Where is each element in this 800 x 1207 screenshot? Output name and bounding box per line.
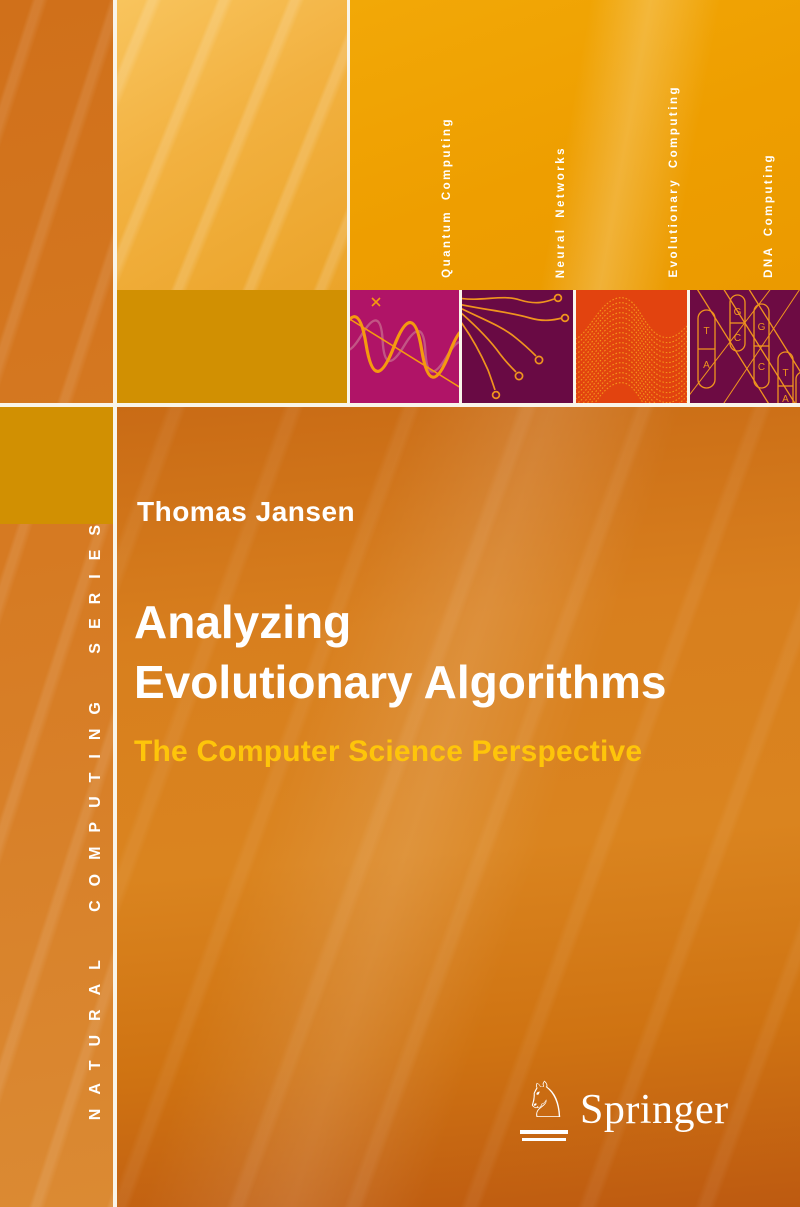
category-label-neural-networks: Neural Networks <box>555 145 567 278</box>
book-title-line2: Evolutionary Algorithms <box>134 656 667 708</box>
book-title: Analyzing Evolutionary Algorithms <box>134 592 666 712</box>
neural-tile-bg <box>462 290 573 403</box>
spine-column-panel <box>0 0 113 1207</box>
dna-letter: G <box>758 322 766 333</box>
dna-letter: T <box>782 368 788 379</box>
mustard-square <box>0 407 113 524</box>
book-title-line1: Analyzing <box>134 596 352 648</box>
springer-logo: ♘ Springer <box>516 1072 746 1152</box>
dna-letter: G <box>734 307 742 318</box>
dna-letter: C <box>758 362 765 373</box>
vertical-divider-mid <box>347 0 350 403</box>
dna-letter: A <box>703 360 710 371</box>
category-label-quantum-computing: Quantum Computing <box>441 117 453 278</box>
mustard-band <box>117 290 347 403</box>
vertical-divider-left <box>113 0 117 1207</box>
evolutionary-mesh-tile <box>576 290 687 403</box>
dna-letter: C <box>734 333 741 344</box>
neural-network-tile <box>462 290 573 403</box>
amber-top-panel <box>350 0 800 290</box>
main-orange-panel <box>117 407 800 1207</box>
series-spine-label: NATURAL COMPUTING SERIES <box>87 510 104 1120</box>
horizontal-divider <box>0 403 800 407</box>
category-label-evolutionary-computing: Evolutionary Computing <box>668 85 680 278</box>
dna-helix-tile: T A G C G C T A C <box>690 290 800 403</box>
x-marker-icon <box>371 297 381 307</box>
logo-underline-top <box>520 1130 568 1134</box>
quantum-waves-tile <box>350 290 459 403</box>
logo-underline-bottom <box>522 1138 566 1141</box>
dna-letter: T <box>703 326 709 337</box>
art-tiles-row: T A G C G C T A C <box>350 290 800 403</box>
book-subtitle: The Computer Science Perspective <box>134 735 643 768</box>
category-label-dna-computing: DNA Computing <box>763 153 775 278</box>
knight-horse-icon: ♘ <box>523 1071 569 1129</box>
gold-top-panel <box>117 0 347 290</box>
dna-letter: A <box>782 394 789 403</box>
author-name: Thomas Jansen <box>137 496 356 527</box>
springer-wordmark: Springer <box>580 1087 729 1133</box>
